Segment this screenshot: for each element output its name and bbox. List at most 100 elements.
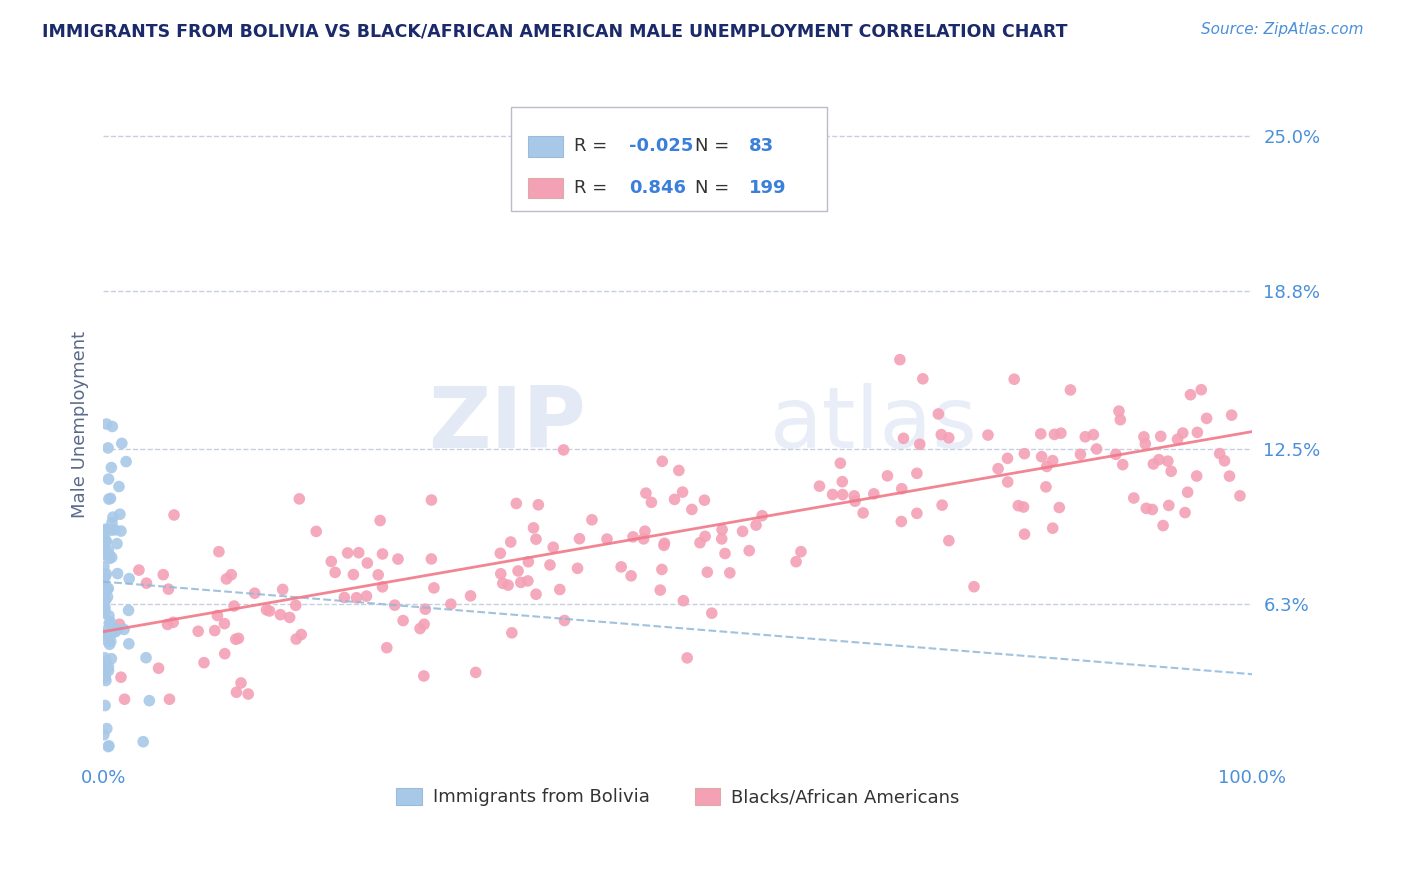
Point (1122, 491, 1144, 505)
Point (290, 627, 312, 641)
Point (1007, 499, 1029, 513)
Point (356, 556, 378, 570)
Point (464, 665, 486, 680)
Point (1187, 425, 1209, 440)
Point (98, 615, 121, 629)
Point (1185, 469, 1208, 483)
Point (214, 647, 236, 661)
Point (96, 582, 118, 596)
Point (1109, 413, 1132, 427)
Point (844, 494, 866, 508)
Point (128, 563, 150, 577)
Point (367, 567, 389, 582)
Point (1036, 459, 1059, 474)
Point (94, 673, 117, 688)
Point (1105, 447, 1128, 461)
Point (187, 624, 209, 639)
Point (152, 567, 174, 582)
Point (931, 498, 953, 512)
Text: IMMIGRANTS FROM BOLIVIA VS BLACK/AFRICAN AMERICAN MALE UNEMPLOYMENT CORRELATION : IMMIGRANTS FROM BOLIVIA VS BLACK/AFRICAN… (42, 22, 1067, 40)
Point (700, 606, 723, 620)
Point (135, 650, 157, 665)
Point (93, 532, 115, 546)
Point (392, 614, 415, 628)
Text: Source: ZipAtlas.com: Source: ZipAtlas.com (1201, 22, 1364, 37)
Point (229, 676, 252, 690)
Point (650, 583, 672, 598)
Point (94, 661, 117, 675)
Point (93, 606, 115, 620)
Point (110, 524, 132, 538)
Point (105, 537, 128, 551)
Point (499, 535, 522, 549)
Point (415, 602, 437, 616)
Point (987, 461, 1010, 475)
Point (1050, 426, 1073, 441)
Point (852, 506, 875, 520)
Point (938, 431, 960, 445)
Point (710, 532, 733, 546)
Point (256, 603, 278, 617)
Point (93, 542, 115, 557)
Point (243, 586, 266, 600)
Point (342, 567, 364, 582)
Point (1035, 480, 1057, 494)
Point (893, 431, 915, 445)
Point (693, 493, 716, 508)
Point (384, 598, 406, 612)
Point (336, 546, 359, 560)
Point (505, 496, 527, 510)
Point (1074, 430, 1097, 444)
Point (97, 622, 120, 636)
Point (413, 617, 436, 632)
Point (1157, 499, 1180, 513)
Point (271, 582, 294, 597)
Point (1108, 404, 1130, 418)
Point (718, 566, 741, 580)
Point (524, 532, 547, 546)
Point (321, 554, 343, 568)
Text: 83: 83 (749, 137, 775, 155)
Point (1142, 502, 1164, 516)
Point (94, 664, 117, 678)
Point (135, 576, 157, 591)
Point (94, 584, 117, 599)
Point (908, 437, 931, 451)
Point (108, 617, 131, 632)
Point (1135, 437, 1157, 451)
Point (634, 524, 657, 538)
Point (114, 692, 136, 706)
Point (672, 593, 695, 607)
Point (501, 625, 523, 640)
Point (93, 548, 115, 562)
Point (387, 552, 409, 566)
Point (323, 566, 346, 580)
Point (890, 482, 912, 496)
Point (640, 495, 662, 509)
Point (522, 521, 544, 535)
Point (567, 561, 589, 575)
Point (1014, 527, 1036, 541)
Point (97, 492, 120, 507)
Point (193, 656, 215, 670)
Point (162, 615, 184, 630)
Point (156, 617, 179, 632)
Point (1042, 453, 1064, 467)
Point (489, 546, 512, 560)
Point (596, 532, 619, 546)
Point (98, 551, 121, 566)
Point (93, 574, 115, 589)
Point (94, 671, 117, 685)
Point (1160, 464, 1182, 478)
Point (107, 566, 129, 581)
Point (1147, 452, 1170, 467)
Point (1042, 521, 1064, 535)
Point (831, 487, 853, 501)
Point (97, 543, 120, 558)
Text: atlas: atlas (769, 383, 977, 466)
Point (371, 547, 394, 561)
Point (100, 491, 122, 506)
Point (460, 589, 482, 603)
Point (278, 610, 301, 624)
Point (96, 523, 118, 537)
